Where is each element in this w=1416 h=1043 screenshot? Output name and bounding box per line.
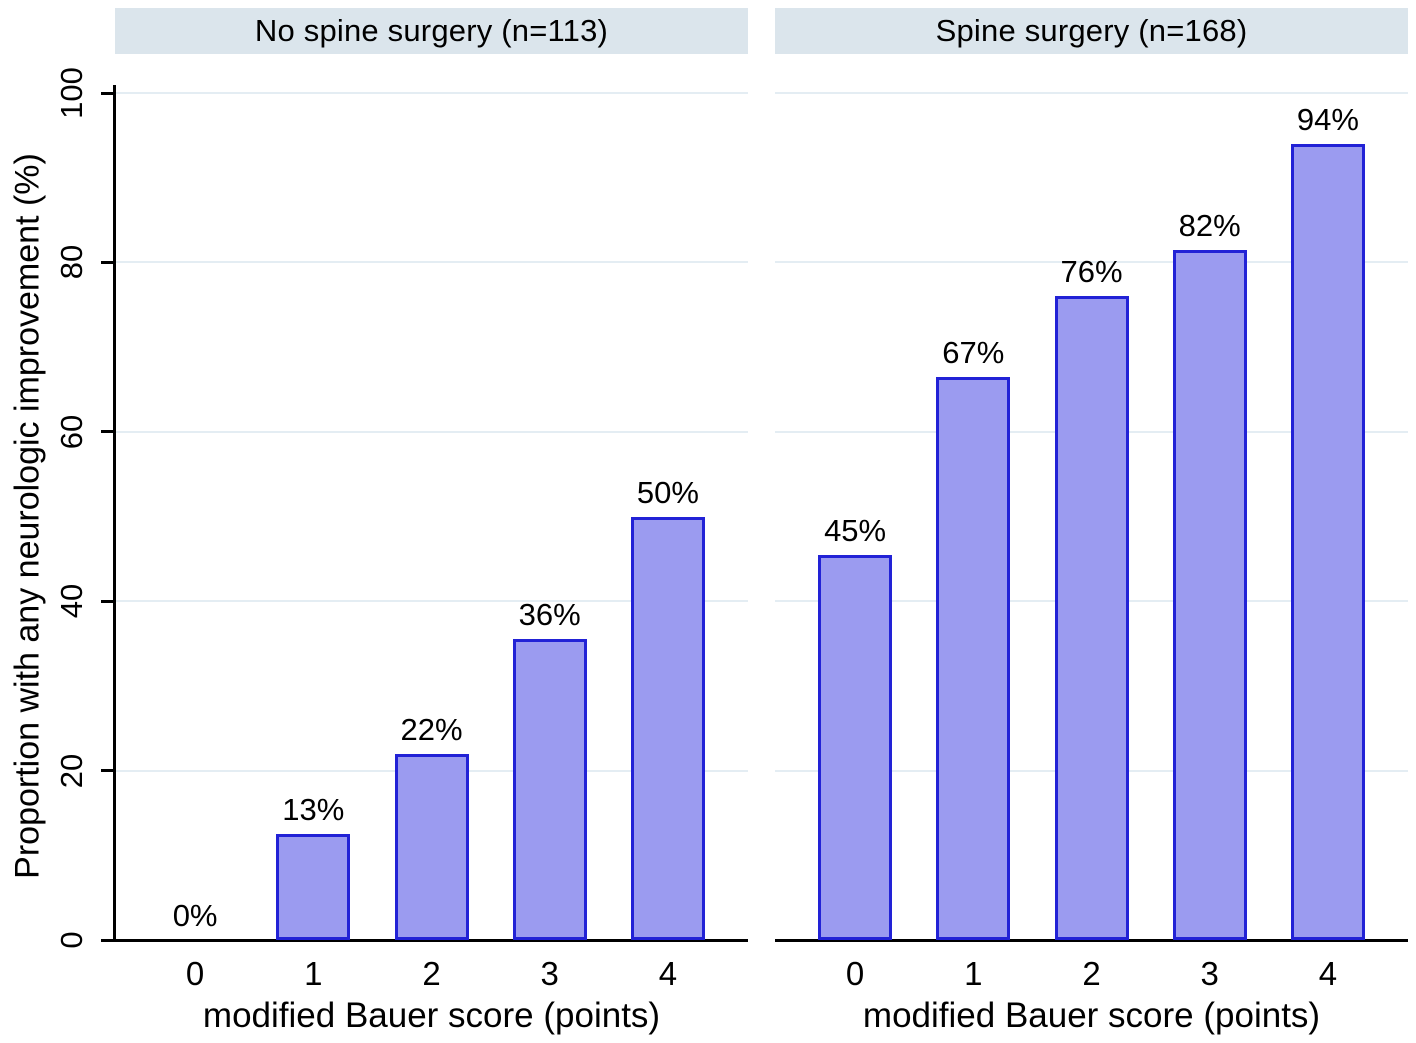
x-tick-label: 3 [1200,955,1219,992]
x-tick-label: 0 [845,955,865,992]
x-tick-label: 1 [304,955,323,992]
bar [818,554,893,940]
x-axis-title: modified Bauer score (points) [202,996,661,1035]
bar-value-label: 0% [172,898,218,933]
bar [1290,143,1365,940]
gridline-80 [115,261,748,264]
y-axis-tick [101,938,113,942]
x-axis-line [113,939,748,942]
y-tick-label: 80 [54,245,89,280]
y-axis-tick [101,91,113,95]
y-axis-line [113,85,116,941]
gridline-80 [775,261,1408,264]
bar-value-label: 13% [282,792,345,828]
y-axis-tick [101,769,113,773]
gridline-60 [115,430,748,433]
y-axis-tick [101,599,113,603]
x-tick-label: 4 [1318,955,1338,992]
x-axis-title: modified Bauer score (points) [862,996,1321,1035]
bar [276,834,351,940]
y-tick-label: 40 [54,583,89,619]
y-tick-label: 20 [54,753,89,788]
x-tick-label: 4 [658,955,678,992]
panel-header: No spine surgery (n=113) [115,8,748,54]
x-axis-line [775,939,1408,942]
bar [1172,249,1247,940]
bar [512,639,587,940]
gridline-40 [115,600,748,603]
bar-value-label: 22% [400,711,463,747]
x-tick-label: 2 [422,955,441,992]
y-tick-label: 100 [54,67,89,119]
gridline-100 [775,92,1408,94]
y-tick-label: 60 [54,414,89,450]
y-tick-label: 0 [54,931,89,949]
bar-value-label: 94% [1296,101,1359,137]
bar [630,516,705,940]
x-tick-label: 1 [964,955,983,992]
bar-value-label: 76% [1060,254,1123,290]
gridline-100 [115,92,748,94]
bar-value-label: 67% [942,334,1005,370]
bar-value-label: 45% [824,512,887,548]
panel-header: Spine surgery (n=168) [775,8,1408,54]
x-tick-label: 0 [185,955,205,992]
bar-value-label: 50% [636,474,699,510]
bar-value-label: 36% [518,597,581,633]
y-axis-title: Proportion with any neurologic improveme… [8,153,47,879]
y-axis-tick [101,260,113,264]
bar [394,753,469,940]
bar [1054,296,1129,940]
x-tick-label: 2 [1082,955,1101,992]
x-tick-label: 3 [540,955,559,992]
y-axis-tick [101,430,113,434]
bar [936,376,1011,940]
bar-value-label: 82% [1178,207,1241,243]
